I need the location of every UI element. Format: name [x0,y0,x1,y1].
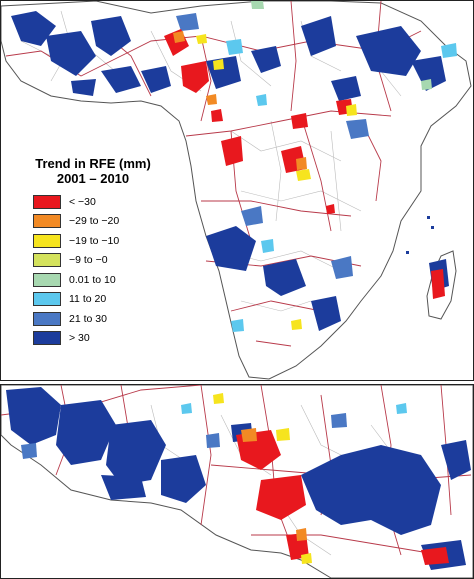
legend-label: > 30 [69,332,90,345]
legend-swatch [33,331,61,346]
legend-label: −29 to −20 [69,215,120,228]
legend-swatch [33,214,61,229]
trend-patches [11,1,457,332]
legend-item: < −30 [33,192,163,212]
legend-label: 21 to 30 [69,312,107,325]
legend-list: < −30 −29 to −20 −19 to −10 −9 to −0 0.0… [33,192,163,348]
legend-item: −19 to −10 [33,231,163,251]
legend-title-line1: Trend in RFE (mm) [35,156,151,171]
legend-swatch [33,311,61,326]
legend-swatch [33,272,61,287]
islands [406,216,434,254]
legend-label: < −30 [69,195,96,208]
legend-label: −19 to −10 [69,234,120,247]
legend-label: 11 to 20 [69,293,107,306]
legend-label: 0.01 to 10 [69,273,116,286]
west-africa-map-svg [1,385,473,578]
bottom-trend-patches [6,387,471,570]
africa-map-panel: Trend in RFE (mm) 2001 – 2010 < −30 −29 … [0,0,474,381]
west-africa-map-panel [0,384,474,579]
legend-title-line2: 2001 – 2010 [56,171,130,186]
legend-item: > 30 [33,329,163,349]
map-legend: Trend in RFE (mm) 2001 – 2010 < −30 −29 … [33,156,163,348]
legend-item: 0.01 to 10 [33,270,163,290]
legend-item: 21 to 30 [33,309,163,329]
legend-label: −9 to −0 [69,254,108,267]
legend-swatch [33,233,61,248]
legend-item: −9 to −0 [33,251,163,271]
legend-swatch [33,194,61,209]
africa-map-svg [1,1,472,380]
legend-item: −29 to −20 [33,212,163,232]
legend-item: 11 to 20 [33,290,163,310]
legend-swatch [33,253,61,268]
legend-swatch [33,292,61,307]
